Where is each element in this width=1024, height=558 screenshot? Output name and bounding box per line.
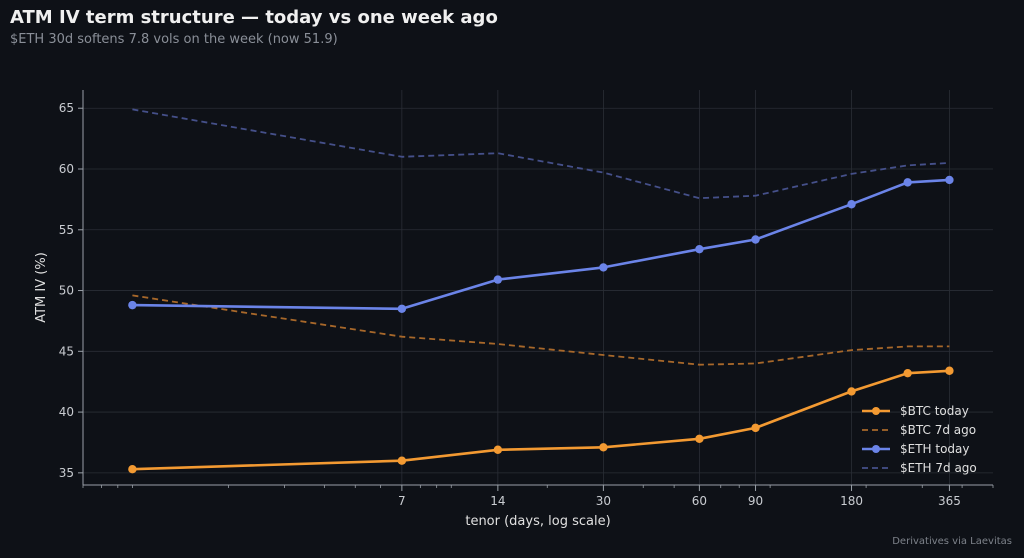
data-point-eth [945,175,954,185]
data-point-eth [751,235,760,244]
legend-label-eth_old: $ETH 7d ago [900,461,977,475]
chart-title: ATM IV term structure — today vs one wee… [10,7,498,28]
x-tick-label: 14 [490,494,505,508]
data-point-btc [695,434,704,444]
data-point-eth [695,245,704,254]
data-point-btc [599,443,608,452]
x-tick-label: 365 [938,494,961,508]
legend-marker-eth [872,445,880,453]
axes: 35 40 45 50 55 60 65 7 14 30 60 90 180 365 [59,90,994,508]
data-point-eth [128,300,137,310]
data-point-btc [751,423,760,433]
data-point-eth [903,178,912,187]
series-group [128,108,954,474]
source-credit: Derivatives via Laevitas [892,536,1012,547]
y-tick-label: 55 [59,223,74,237]
chart-subtitle: $ETH 30d softens 7.8 vols on the week (n… [10,32,338,47]
legend-label-btc: $BTC today [900,404,969,418]
data-point-btc [128,465,137,474]
data-point-btc [397,456,407,465]
legend-label-eth: $ETH today [900,442,970,456]
data-point-eth [493,275,503,284]
y-tick-label: 65 [59,101,74,115]
series-line-btc_old [132,294,950,366]
y-tick-label: 45 [59,344,74,358]
x-tick-label: 7 [398,494,406,508]
data-point-btc [903,368,912,378]
y-tick-label: 60 [59,162,74,176]
y-tick-label: 35 [59,466,74,480]
legend-marker-btc [872,407,880,415]
y-tick-label: 50 [59,284,74,298]
y-axis-label: ATM IV (%) [34,252,49,323]
grid [83,90,993,485]
x-tick-label: 30 [596,494,611,508]
data-point-eth [397,304,407,313]
series-line-eth_old [132,108,950,200]
x-tick-label: 60 [692,494,707,508]
data-point-btc [945,366,954,375]
series-line-btc [132,369,950,471]
x-tick-label: 180 [840,494,863,508]
legend-label-btc_old: $BTC 7d ago [900,423,976,437]
series-line-eth [132,178,950,311]
data-point-btc [847,387,856,396]
y-tick-label: 40 [59,405,74,419]
data-point-eth [847,200,856,209]
x-axis-label: tenor (days, log scale) [465,514,610,529]
legend: $BTC today $BTC 7d ago $ETH today $ETH 7d a… [862,404,977,475]
data-point-btc [493,445,503,454]
x-tick-label: 90 [748,494,763,508]
data-point-eth [599,263,608,272]
